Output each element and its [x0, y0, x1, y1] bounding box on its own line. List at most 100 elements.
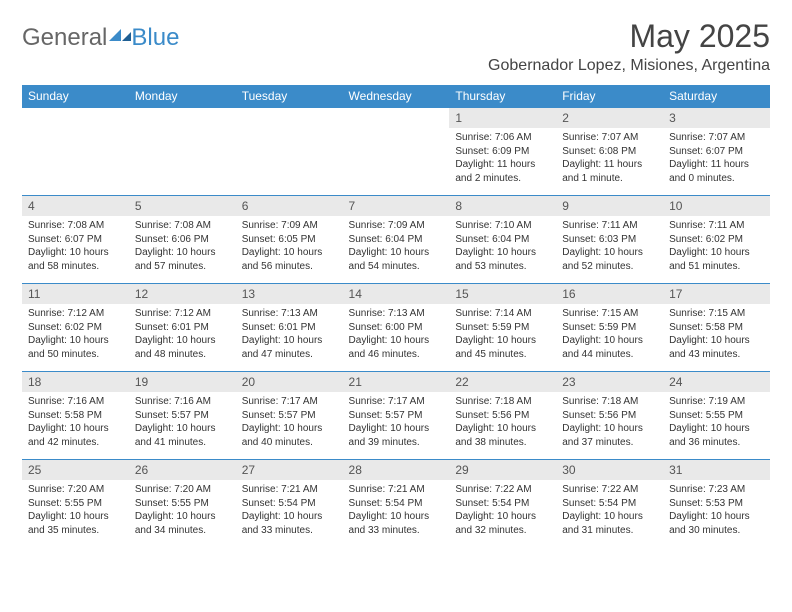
day-info-line: Daylight: 10 hours: [669, 246, 764, 260]
day-cell: 21Sunrise: 7:17 AMSunset: 5:57 PMDayligh…: [343, 372, 450, 460]
week-row: 11Sunrise: 7:12 AMSunset: 6:02 PMDayligh…: [22, 284, 770, 372]
day-number: 28: [343, 460, 450, 480]
day-number: 3: [663, 108, 770, 128]
day-info-line: and 42 minutes.: [28, 436, 123, 450]
day-info-line: Daylight: 10 hours: [242, 334, 337, 348]
day-cell: [129, 108, 236, 196]
week-row: 18Sunrise: 7:16 AMSunset: 5:58 PMDayligh…: [22, 372, 770, 460]
day-info-line: Daylight: 10 hours: [455, 422, 550, 436]
day-cell: 11Sunrise: 7:12 AMSunset: 6:02 PMDayligh…: [22, 284, 129, 372]
empty-day: [129, 108, 236, 128]
day-info: Sunrise: 7:07 AMSunset: 6:08 PMDaylight:…: [556, 128, 663, 191]
day-info-line: Daylight: 10 hours: [349, 422, 444, 436]
day-cell: 5Sunrise: 7:08 AMSunset: 6:06 PMDaylight…: [129, 196, 236, 284]
day-number: 6: [236, 196, 343, 216]
day-info-line: and 52 minutes.: [562, 260, 657, 274]
empty-day: [236, 108, 343, 128]
day-cell: 23Sunrise: 7:18 AMSunset: 5:56 PMDayligh…: [556, 372, 663, 460]
day-info: Sunrise: 7:09 AMSunset: 6:05 PMDaylight:…: [236, 216, 343, 279]
day-info: Sunrise: 7:21 AMSunset: 5:54 PMDaylight:…: [343, 480, 450, 543]
day-cell: 25Sunrise: 7:20 AMSunset: 5:55 PMDayligh…: [22, 460, 129, 548]
day-info-line: Sunrise: 7:20 AM: [28, 483, 123, 497]
day-info-line: and 31 minutes.: [562, 524, 657, 538]
day-info: Sunrise: 7:15 AMSunset: 5:58 PMDaylight:…: [663, 304, 770, 367]
day-number: 8: [449, 196, 556, 216]
day-cell: 20Sunrise: 7:17 AMSunset: 5:57 PMDayligh…: [236, 372, 343, 460]
day-info-line: Daylight: 10 hours: [349, 510, 444, 524]
day-info-line: Sunrise: 7:08 AM: [28, 219, 123, 233]
day-info: Sunrise: 7:12 AMSunset: 6:01 PMDaylight:…: [129, 304, 236, 367]
day-info-line: Sunset: 6:02 PM: [669, 233, 764, 247]
day-info-line: and 2 minutes.: [455, 172, 550, 186]
logo: General Blue: [22, 18, 179, 52]
day-info-line: Sunset: 6:01 PM: [242, 321, 337, 335]
day-info: Sunrise: 7:19 AMSunset: 5:55 PMDaylight:…: [663, 392, 770, 455]
day-info-line: and 54 minutes.: [349, 260, 444, 274]
day-info-line: Sunrise: 7:15 AM: [669, 307, 764, 321]
day-info-line: Sunrise: 7:09 AM: [349, 219, 444, 233]
day-info-line: Sunrise: 7:07 AM: [562, 131, 657, 145]
day-info-line: Sunrise: 7:21 AM: [242, 483, 337, 497]
day-info-line: Sunrise: 7:11 AM: [562, 219, 657, 233]
day-header: Saturday: [663, 85, 770, 108]
day-info-line: Daylight: 10 hours: [28, 510, 123, 524]
day-info: Sunrise: 7:17 AMSunset: 5:57 PMDaylight:…: [236, 392, 343, 455]
day-info-line: Sunset: 5:58 PM: [669, 321, 764, 335]
day-info: Sunrise: 7:22 AMSunset: 5:54 PMDaylight:…: [556, 480, 663, 543]
day-cell: 8Sunrise: 7:10 AMSunset: 6:04 PMDaylight…: [449, 196, 556, 284]
day-cell: 1Sunrise: 7:06 AMSunset: 6:09 PMDaylight…: [449, 108, 556, 196]
day-info-line: Sunset: 5:54 PM: [455, 497, 550, 511]
day-info-line: and 57 minutes.: [135, 260, 230, 274]
month-title: May 2025: [488, 18, 770, 55]
day-info: Sunrise: 7:16 AMSunset: 5:58 PMDaylight:…: [22, 392, 129, 455]
day-info-line: Daylight: 10 hours: [562, 510, 657, 524]
day-info-line: Daylight: 10 hours: [135, 422, 230, 436]
day-info-line: and 47 minutes.: [242, 348, 337, 362]
day-info: Sunrise: 7:20 AMSunset: 5:55 PMDaylight:…: [22, 480, 129, 543]
day-info-line: Sunset: 5:57 PM: [135, 409, 230, 423]
day-info-line: Daylight: 10 hours: [349, 246, 444, 260]
day-info-line: Sunset: 6:01 PM: [135, 321, 230, 335]
day-cell: [22, 108, 129, 196]
day-info-line: Daylight: 10 hours: [455, 246, 550, 260]
day-info: Sunrise: 7:10 AMSunset: 6:04 PMDaylight:…: [449, 216, 556, 279]
day-info: Sunrise: 7:18 AMSunset: 5:56 PMDaylight:…: [449, 392, 556, 455]
day-info-line: Sunrise: 7:22 AM: [455, 483, 550, 497]
day-info-line: and 56 minutes.: [242, 260, 337, 274]
day-info-line: Sunset: 5:55 PM: [135, 497, 230, 511]
day-number: 30: [556, 460, 663, 480]
day-cell: 18Sunrise: 7:16 AMSunset: 5:58 PMDayligh…: [22, 372, 129, 460]
day-info-line: Sunset: 5:54 PM: [349, 497, 444, 511]
day-info-line: Sunrise: 7:23 AM: [669, 483, 764, 497]
day-info-line: Daylight: 10 hours: [562, 422, 657, 436]
day-info: Sunrise: 7:13 AMSunset: 6:00 PMDaylight:…: [343, 304, 450, 367]
day-info: Sunrise: 7:15 AMSunset: 5:59 PMDaylight:…: [556, 304, 663, 367]
day-info-line: and 43 minutes.: [669, 348, 764, 362]
day-info-line: Daylight: 10 hours: [562, 334, 657, 348]
week-row: 4Sunrise: 7:08 AMSunset: 6:07 PMDaylight…: [22, 196, 770, 284]
day-info-line: Sunset: 5:59 PM: [562, 321, 657, 335]
day-info-line: and 46 minutes.: [349, 348, 444, 362]
day-info-line: Sunrise: 7:14 AM: [455, 307, 550, 321]
day-info-line: Daylight: 11 hours: [455, 158, 550, 172]
day-info-line: Sunrise: 7:20 AM: [135, 483, 230, 497]
day-info: Sunrise: 7:08 AMSunset: 6:07 PMDaylight:…: [22, 216, 129, 279]
day-info-line: Sunrise: 7:10 AM: [455, 219, 550, 233]
logo-text-general: General: [22, 24, 107, 52]
day-cell: 4Sunrise: 7:08 AMSunset: 6:07 PMDaylight…: [22, 196, 129, 284]
location: Gobernador Lopez, Misiones, Argentina: [488, 57, 770, 75]
day-number: 5: [129, 196, 236, 216]
day-cell: 3Sunrise: 7:07 AMSunset: 6:07 PMDaylight…: [663, 108, 770, 196]
day-info-line: Sunset: 6:03 PM: [562, 233, 657, 247]
day-cell: 9Sunrise: 7:11 AMSunset: 6:03 PMDaylight…: [556, 196, 663, 284]
day-info-line: Sunrise: 7:16 AM: [28, 395, 123, 409]
day-info-line: and 33 minutes.: [349, 524, 444, 538]
day-info-line: Sunrise: 7:17 AM: [242, 395, 337, 409]
day-number: 10: [663, 196, 770, 216]
day-number: 24: [663, 372, 770, 392]
day-info-line: Sunset: 5:54 PM: [562, 497, 657, 511]
day-info-line: and 39 minutes.: [349, 436, 444, 450]
day-number: 2: [556, 108, 663, 128]
day-cell: 10Sunrise: 7:11 AMSunset: 6:02 PMDayligh…: [663, 196, 770, 284]
day-info-line: Daylight: 10 hours: [669, 334, 764, 348]
